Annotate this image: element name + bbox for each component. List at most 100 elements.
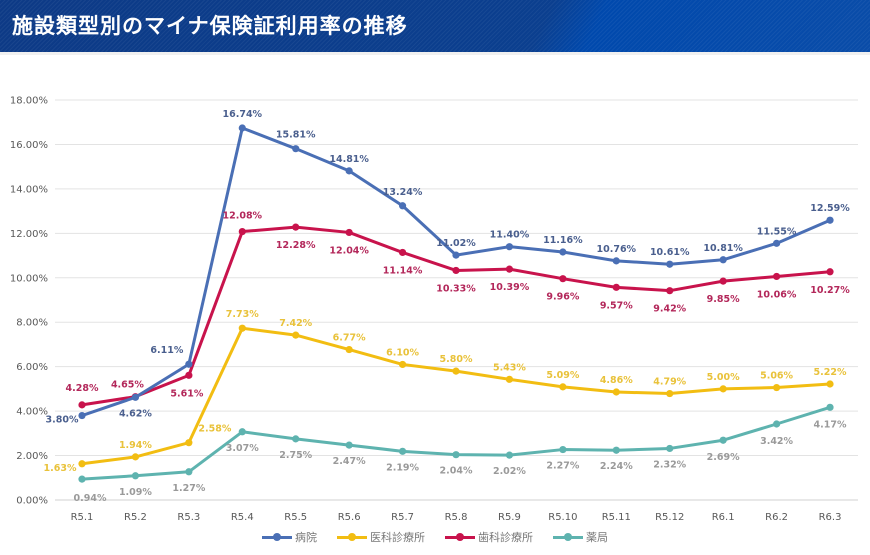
x-tick-label: R5.1 <box>71 512 94 523</box>
data-label: 2.75% <box>279 450 312 461</box>
data-point <box>452 451 460 459</box>
data-point <box>238 124 246 132</box>
data-point <box>292 223 300 231</box>
data-label: 1.94% <box>119 440 152 451</box>
data-label: 3.07% <box>226 443 259 454</box>
data-label: 2.69% <box>707 452 740 463</box>
data-label: 5.22% <box>814 367 847 378</box>
y-tick-label: 0.00% <box>16 496 48 507</box>
data-label: 9.42% <box>653 304 686 315</box>
data-point <box>398 447 407 455</box>
data-point <box>612 446 620 454</box>
y-tick-label: 14.00% <box>10 184 48 195</box>
x-tick-label: R5.5 <box>284 512 307 523</box>
data-label: 6.10% <box>386 347 419 358</box>
data-label: 12.04% <box>329 245 369 256</box>
x-tick-label: R6.3 <box>819 512 842 523</box>
legend-label: 医科診療所 <box>370 531 425 544</box>
data-point <box>398 248 407 257</box>
data-point <box>505 243 514 251</box>
data-label: 10.06% <box>757 289 797 300</box>
y-tick-label: 4.00% <box>16 407 48 418</box>
data-label: 12.28% <box>276 240 316 251</box>
data-label: 5.06% <box>760 371 793 382</box>
data-point <box>292 145 300 153</box>
data-point <box>78 460 86 468</box>
x-tick-label: R5.7 <box>391 512 414 523</box>
legend-item: 病院 <box>262 529 317 545</box>
data-label: 2.04% <box>440 466 473 477</box>
data-point <box>559 248 567 256</box>
data-label: 7.73% <box>226 309 259 320</box>
data-point <box>772 420 781 428</box>
data-point <box>826 268 834 276</box>
data-point <box>505 451 514 459</box>
data-point <box>238 227 246 236</box>
legend-swatch <box>553 532 583 541</box>
data-label: 6.77% <box>333 333 366 344</box>
x-tick-label: R5.12 <box>655 512 684 523</box>
data-point <box>292 331 300 339</box>
data-point <box>78 411 86 420</box>
y-tick-label: 12.00% <box>10 229 48 240</box>
data-point <box>719 436 727 444</box>
y-tick-label: 2.00% <box>16 451 48 462</box>
data-label: 2.58% <box>198 424 231 435</box>
data-point <box>345 345 353 354</box>
data-point <box>345 167 353 175</box>
data-point <box>185 360 193 368</box>
data-point <box>345 441 353 449</box>
data-label: 2.19% <box>386 462 419 473</box>
data-label: 1.63% <box>44 463 77 474</box>
data-label: 5.09% <box>546 370 579 381</box>
data-label: 0.94% <box>74 493 107 504</box>
data-label: 10.27% <box>810 285 850 296</box>
data-point <box>131 472 140 480</box>
data-point <box>185 468 193 476</box>
x-tick-label: R5.8 <box>445 512 468 523</box>
x-tick-label: R5.9 <box>498 512 521 523</box>
data-label: 3.42% <box>760 436 793 447</box>
data-label: 2.24% <box>600 461 633 472</box>
data-label: 15.81% <box>276 130 316 141</box>
legend-label: 薬局 <box>586 531 608 544</box>
legend-swatch <box>262 532 292 541</box>
data-label: 4.62% <box>119 408 152 419</box>
data-point <box>612 283 620 291</box>
data-point <box>559 383 567 391</box>
y-tick-label: 18.00% <box>10 96 48 107</box>
x-tick-label: R5.3 <box>177 512 200 523</box>
data-point <box>505 265 514 273</box>
y-tick-label: 6.00% <box>16 362 48 373</box>
data-point <box>452 266 460 275</box>
y-tick-label: 16.00% <box>10 140 48 151</box>
legend-label: 歯科診療所 <box>478 531 533 544</box>
x-tick-label: R5.11 <box>602 512 631 523</box>
data-point <box>185 371 193 379</box>
data-label: 11.40% <box>490 230 530 241</box>
data-label: 9.96% <box>546 292 579 303</box>
data-label: 10.76% <box>597 244 637 255</box>
data-point <box>78 475 86 483</box>
data-label: 2.27% <box>546 461 579 472</box>
data-label: 12.08% <box>223 211 263 222</box>
data-label: 4.17% <box>814 419 847 430</box>
data-label: 6.11% <box>150 345 183 356</box>
data-point <box>612 257 620 265</box>
data-point <box>559 275 567 283</box>
data-point <box>772 239 781 247</box>
data-label: 2.32% <box>653 459 686 470</box>
legend-swatch <box>337 532 367 541</box>
data-label: 13.24% <box>383 187 423 198</box>
data-point <box>505 375 514 383</box>
divider <box>0 52 870 55</box>
data-label: 10.81% <box>703 243 743 254</box>
x-tick-label: R5.4 <box>231 512 254 523</box>
data-label: 7.42% <box>279 318 312 329</box>
data-point <box>78 401 86 409</box>
data-point <box>719 385 727 393</box>
data-point <box>772 383 781 392</box>
data-label: 9.85% <box>707 294 740 305</box>
x-tick-label: R5.2 <box>124 512 147 523</box>
data-point <box>826 380 834 388</box>
